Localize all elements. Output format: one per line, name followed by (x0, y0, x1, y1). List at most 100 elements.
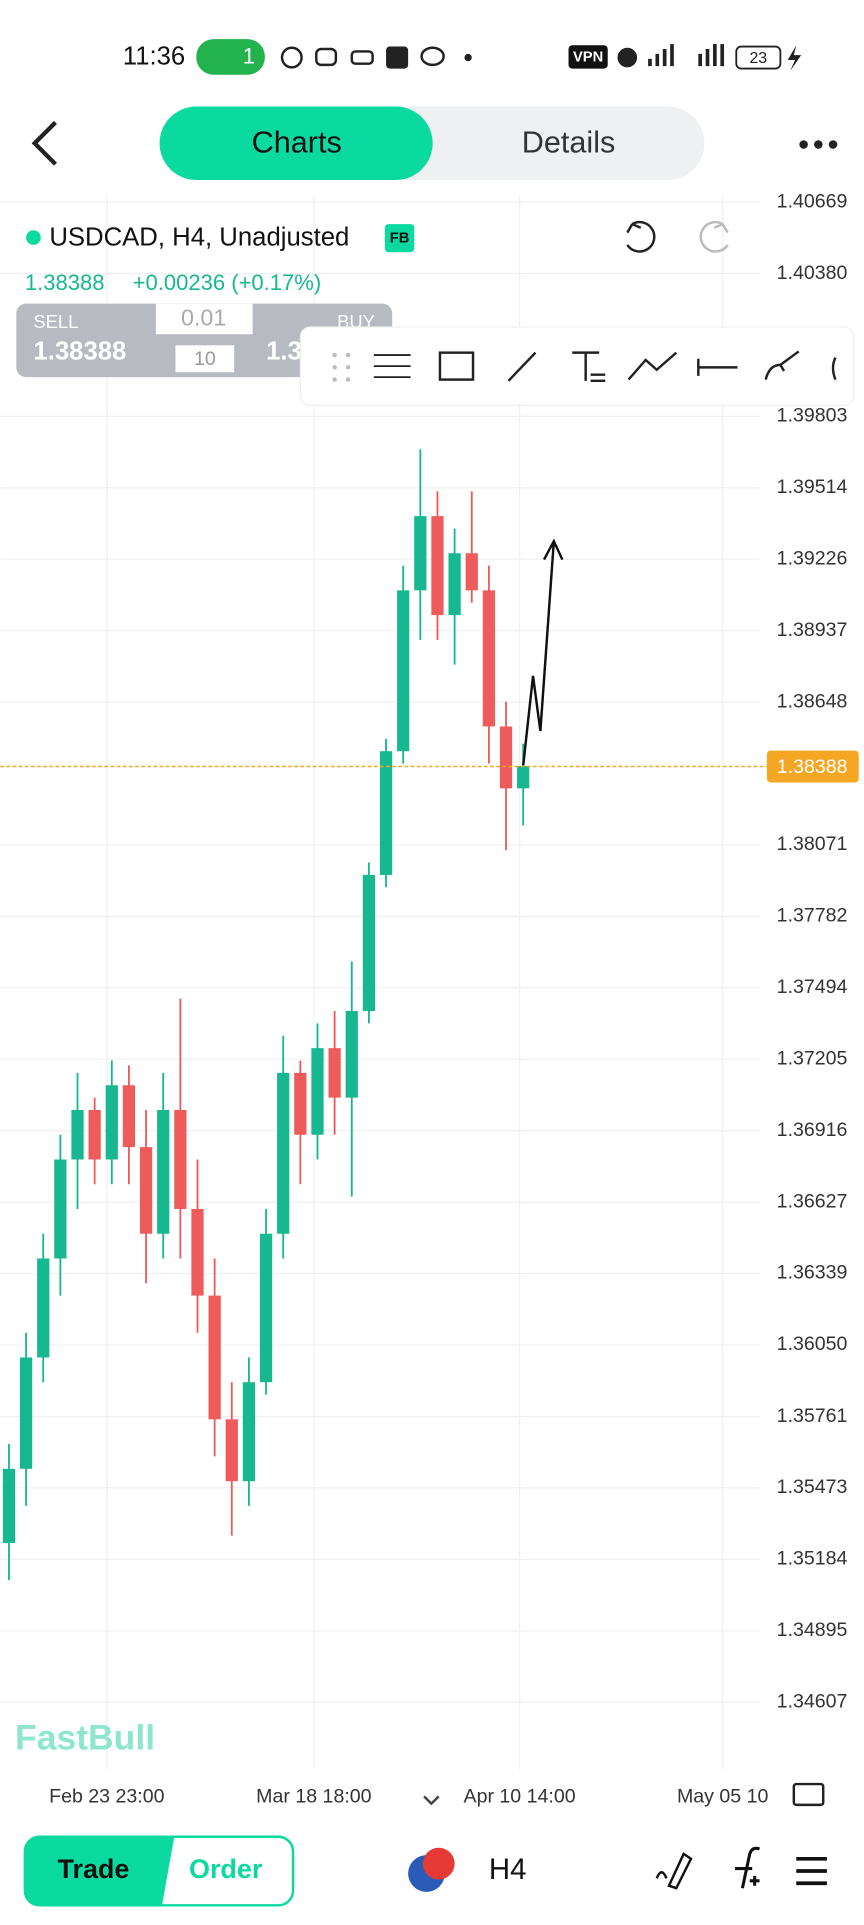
tab-charts[interactable] (159, 106, 433, 180)
undo[interactable] (626, 220, 656, 253)
candle-body (294, 1072, 307, 1135)
collapse[interactable] (423, 1795, 440, 1806)
candle-body (19, 1357, 33, 1469)
redo[interactable] (699, 220, 729, 253)
indicator-button[interactable] (735, 1846, 761, 1889)
candle-body (499, 726, 513, 789)
candle-body (88, 1109, 101, 1160)
fb-badge (384, 224, 415, 253)
y-tick-label: 1.35473 (777, 1476, 848, 1498)
qty: 10 (194, 348, 216, 370)
draw-tool-button[interactable] (655, 1852, 693, 1890)
candle-body (448, 553, 461, 616)
y-tick-label: 1.40669 (777, 190, 848, 212)
last-price-tag (766, 750, 859, 783)
trade-label: Trade (58, 1854, 130, 1884)
candle-body (225, 1419, 238, 1482)
clock: 11:36 (123, 42, 185, 70)
candle-body (465, 553, 478, 591)
candle-body (311, 1048, 324, 1135)
vpn-label: VPN (573, 49, 603, 65)
more-button[interactable] (799, 140, 838, 149)
tab-details-label[interactable]: Details (522, 126, 616, 160)
status-dot (26, 230, 41, 245)
y-tick-label: 1.37494 (777, 976, 848, 998)
candle-body (191, 1208, 204, 1296)
y-tick-label: 1.36627 (777, 1190, 848, 1212)
x-tick-label: Mar 18 18:00 (256, 1786, 371, 1808)
x-tick-label: May 05 10 (677, 1786, 769, 1808)
candle-body (362, 874, 376, 1012)
y-tick-label: 1.38071 (777, 833, 848, 855)
candle-body (105, 1085, 118, 1160)
candle-body (379, 751, 393, 875)
sell-label: SELL (33, 311, 78, 332)
candle-body (122, 1085, 136, 1148)
y-tick-label: 1.34895 (777, 1619, 848, 1641)
tab-charts-label: Charts (252, 126, 342, 160)
fb-badge-label: FB (390, 231, 410, 247)
y-tick-label: 1.35184 (777, 1548, 848, 1570)
fullscreen[interactable] (792, 1782, 825, 1807)
vpn-badge (568, 45, 608, 69)
timeframe[interactable]: H4 (489, 1853, 527, 1886)
hotspot-count: 1 (243, 43, 255, 68)
candle-body (397, 590, 410, 752)
back-button[interactable] (31, 120, 57, 166)
lot-box[interactable] (155, 303, 253, 335)
ca-flag (422, 1847, 455, 1880)
drawing-toolbar (299, 326, 855, 406)
y-tick-label: 1.36050 (777, 1333, 848, 1355)
trade-button[interactable] (24, 1836, 175, 1906)
y-tick-label: 1.36916 (777, 1119, 848, 1141)
candle-body (414, 516, 427, 591)
candle-body (2, 1468, 16, 1544)
candle-body (71, 1109, 84, 1160)
symbol: USDCAD, H4, Unadjusted (49, 224, 349, 252)
candle-body (37, 1258, 50, 1358)
candle-body (277, 1072, 290, 1234)
candle-body (259, 1233, 273, 1383)
battery (735, 45, 782, 70)
y-tick-label: 1.40380 (777, 262, 848, 284)
lot: 0.01 (181, 305, 226, 331)
sell-price: 1.38388 (33, 337, 126, 365)
signal-icons (617, 44, 725, 68)
notification-icons (280, 46, 445, 69)
candle-body (482, 590, 496, 727)
candle-body (242, 1382, 256, 1482)
candle-body (54, 1159, 67, 1259)
candle-body (139, 1147, 153, 1234)
charging-icon (787, 45, 802, 72)
candle-body (517, 766, 530, 789)
x-tick-label: Feb 23 23:00 (49, 1786, 164, 1808)
y-tick-label: 1.37205 (777, 1047, 848, 1069)
trade-panel[interactable] (16, 303, 393, 378)
price: 1.38388 (25, 270, 105, 295)
drag-handle[interactable] (332, 352, 351, 382)
candle-body (208, 1295, 221, 1420)
order-label[interactable]: Order (189, 1854, 263, 1884)
y-tick-label: 1.39803 (777, 405, 848, 427)
menu-button[interactable] (796, 1856, 827, 1886)
watermark: FastBull (15, 1717, 155, 1757)
dot (464, 53, 472, 62)
battery-level: 23 (749, 50, 767, 67)
y-tick-label: 1.37782 (777, 905, 848, 927)
y-tick-label: 1.35761 (777, 1405, 848, 1427)
candle-body (328, 1048, 341, 1098)
candle-body (174, 1109, 187, 1209)
drawing-tools[interactable] (373, 350, 837, 383)
price-change: +0.00236 (+0.17%) (133, 270, 322, 295)
y-tick-label: 1.39226 (777, 547, 848, 569)
candle-body (157, 1109, 170, 1234)
y-tick-label: 1.36339 (777, 1262, 848, 1284)
last-price-label: 1.38388 (777, 756, 848, 778)
candle-body (345, 1011, 358, 1098)
drawn-arrow (522, 538, 564, 766)
y-tick-label: 1.38937 (777, 619, 848, 641)
qty-box[interactable] (175, 345, 235, 373)
y-tick-label: 1.39514 (777, 476, 848, 498)
